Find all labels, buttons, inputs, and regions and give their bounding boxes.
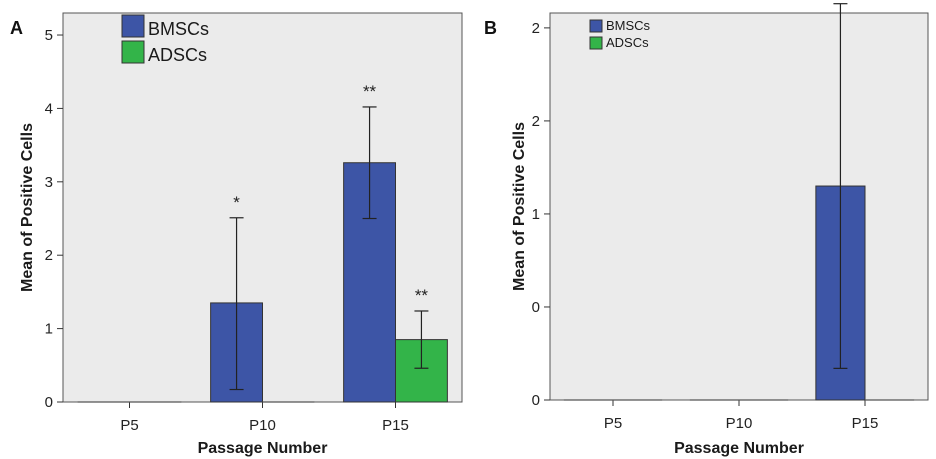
y-tick-label: 2	[532, 20, 540, 37]
y-tick-label: 1	[45, 321, 53, 338]
y-tick-label: 0	[532, 299, 540, 316]
y-tick-label: 2	[532, 113, 540, 130]
x-axis-title: Passage Number	[198, 440, 328, 457]
significance-marker: *	[233, 193, 240, 212]
legend-label-adscs: ADSCs	[606, 35, 649, 50]
y-axis-title: Mean of Positive Cells	[511, 122, 528, 291]
chart-panel-a: A 0 1 2 3 4 5 P5 P10 * P15 ** ** Passage Number Mean o…	[10, 12, 463, 457]
legend-swatch-adscs	[589, 36, 603, 50]
panel-letter: A	[10, 18, 23, 38]
x-tick-label: P10	[249, 417, 276, 434]
panel-letter: B	[484, 18, 497, 38]
y-tick-label: 0	[532, 392, 540, 409]
x-tick-label: P15	[852, 415, 879, 432]
y-tick-label: 5	[45, 27, 53, 44]
y-axis-title: Mean of Positive Cells	[19, 123, 36, 292]
x-tick-label: P15	[382, 417, 409, 434]
y-tick-label: 0	[45, 394, 53, 411]
x-tick-label: P10	[726, 415, 753, 432]
legend-label-bmscs: BMSCs	[606, 18, 651, 33]
significance-marker: **	[415, 286, 429, 305]
legend-label-bmscs: BMSCs	[148, 19, 209, 39]
x-tick-label: P5	[604, 415, 622, 432]
legend: BMSCs ADSCs	[121, 14, 209, 65]
x-tick-label: P5	[120, 417, 138, 434]
legend-swatch-bmscs	[589, 19, 603, 33]
y-tick-label: 1	[532, 206, 540, 223]
significance-marker: **	[363, 82, 377, 101]
y-tick-label: 2	[45, 247, 53, 264]
legend-label-adscs: ADSCs	[148, 45, 207, 65]
plot-area	[549, 12, 929, 401]
legend-swatch-bmscs	[121, 14, 145, 38]
legend: BMSCs ADSCs	[589, 18, 651, 50]
x-axis-title: Passage Number	[674, 440, 804, 457]
y-tick-label: 4	[45, 100, 53, 117]
y-tick-label: 3	[45, 174, 53, 191]
legend-swatch-adscs	[121, 40, 145, 64]
